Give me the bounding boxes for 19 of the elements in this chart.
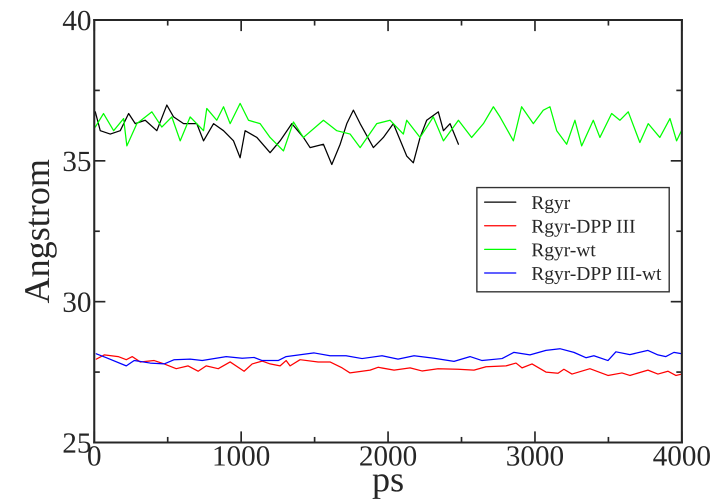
y-tick-label: 30	[64, 292, 90, 312]
x-tick-label: 2000	[360, 446, 416, 466]
line-series	[96, 354, 682, 376]
legend-label: Rgyr-DPP III-wt	[532, 267, 662, 284]
legend-label: Rgyr	[532, 196, 570, 214]
y-tick-label: 40	[62, 10, 90, 30]
legend-label: Rgyr-DPP III	[532, 220, 635, 237]
x-tick-label: 4000	[653, 446, 710, 466]
line-series	[94, 104, 460, 166]
line-series	[96, 348, 682, 367]
y-tick-label: 25	[64, 433, 90, 453]
x-axis-title: ps	[372, 474, 403, 499]
legend-label: Rgyr-wt	[532, 243, 596, 260]
x-tick-label: 1000	[214, 446, 270, 466]
line-series	[94, 102, 682, 152]
x-tick-label: 3000	[507, 446, 564, 466]
x-tick-label: 0	[88, 446, 100, 466]
y-tick-label: 35	[64, 152, 90, 172]
y-axis-title: Angstrom	[25, 160, 57, 304]
